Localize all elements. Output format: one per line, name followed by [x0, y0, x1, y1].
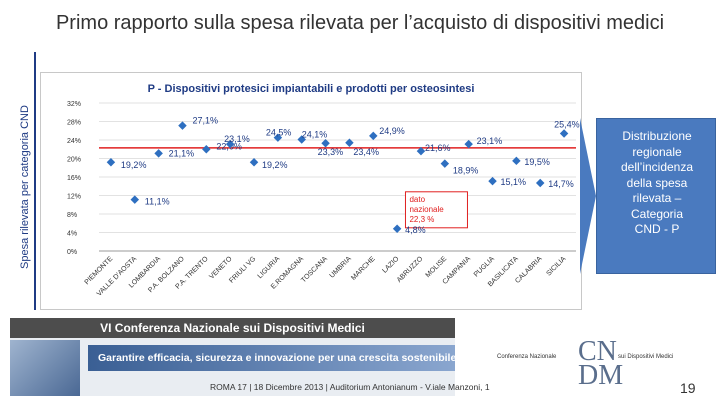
reference-label: 22,3 %	[409, 215, 434, 224]
reference-label: nazionale	[409, 205, 444, 214]
data-label: 25,4%	[554, 120, 580, 130]
y-tick-label: 28%	[67, 120, 81, 127]
banner-footer: ROMA 17 | 18 Dicembre 2013 | Auditorium …	[210, 382, 490, 392]
data-point	[321, 138, 330, 148]
y-tick-label: 4%	[67, 231, 77, 238]
callout-box: Distribuzione regionale dell’incidenza d…	[596, 118, 716, 274]
data-label: 27,1%	[192, 116, 218, 126]
data-label: 24,1%	[302, 130, 328, 140]
reference-label: dato	[409, 195, 425, 204]
callout-line: regionale	[632, 144, 682, 159]
x-tick-label: UMBRIA	[329, 255, 353, 279]
data-point	[178, 121, 187, 130]
callout-line: della spesa	[626, 175, 688, 190]
data-point	[130, 195, 140, 204]
reference-label-box	[404, 191, 468, 229]
data-point	[488, 176, 497, 186]
callout-line: Distribuzione	[622, 129, 692, 143]
x-tick-label: MOLISE	[425, 255, 449, 279]
x-tick-label: SICILIA	[545, 255, 567, 277]
data-label: 24,9%	[379, 126, 405, 136]
data-label: 18,9%	[453, 166, 479, 176]
data-points: 19,2%11,1%21,1%27,1%22,0%23,1%19,2%24,5%…	[106, 116, 580, 235]
data-point	[440, 159, 450, 168]
data-label: 23,3%	[318, 147, 344, 157]
data-point	[416, 146, 426, 156]
conference-banner: VI Conferenza Nazionale sui Dispositivi …	[10, 318, 490, 396]
callout-line: Categoria	[630, 206, 684, 221]
data-label: 19,5%	[524, 157, 550, 167]
page-number: 19	[680, 380, 696, 396]
data-point	[106, 157, 116, 167]
banner-title: VI Conferenza Nazionale sui Dispositivi …	[10, 318, 455, 338]
logo-bottom-letters: DM	[578, 360, 624, 391]
callout-text: Distribuzione regionale dell’incidenza d…	[597, 129, 717, 238]
data-point	[512, 156, 521, 166]
data-label: 11,1%	[145, 197, 170, 207]
data-label: 15,1%	[501, 177, 527, 187]
x-tick-label: TOSCANA	[300, 255, 329, 284]
callout-arrow	[580, 118, 596, 274]
data-point	[369, 131, 378, 141]
data-point	[559, 129, 569, 138]
data-label: 24,5%	[266, 128, 292, 138]
y-tick-label: 8%	[67, 212, 77, 219]
data-point	[154, 149, 163, 158]
data-point	[225, 139, 235, 149]
data-point	[202, 145, 211, 154]
y-tick-label: 24%	[67, 138, 81, 145]
banner-image	[10, 340, 80, 396]
logo-caption-right: sui Dispositivi Medici	[618, 354, 674, 360]
slide-title: Primo rapporto sulla spesa rilevata per …	[55, 12, 665, 34]
data-point	[392, 224, 402, 234]
data-label: 4,8%	[405, 225, 426, 235]
chart-svg: P - Dispositivi protesici impiantabili e…	[67, 83, 580, 298]
callout-line: CND - P	[634, 222, 680, 236]
data-label: 21,6%	[425, 143, 451, 153]
x-tick-label: MARCHE	[350, 255, 377, 282]
data-label: 19,2%	[121, 160, 147, 170]
x-tick-label: LIGURIA	[257, 255, 282, 280]
data-point	[535, 178, 545, 188]
cnd-logo: CN DM	[578, 336, 624, 391]
y-tick-label: 32%	[67, 101, 81, 108]
data-label: 21,1%	[169, 148, 195, 158]
logo-top-letters: CN	[578, 336, 617, 367]
data-label: 23,1%	[224, 134, 250, 144]
data-label: 14,7%	[548, 179, 574, 189]
x-tick-label: PUGLIA	[473, 255, 496, 278]
x-tick-label: LAZIO	[381, 255, 401, 275]
logo-caption-left: Conferenza Nazionale	[497, 354, 557, 360]
data-point	[249, 157, 259, 167]
data-point	[464, 139, 473, 149]
chart-title: P - Dispositivi protesici impiantabili e…	[148, 83, 475, 95]
y-tick-label: 12%	[67, 194, 81, 201]
data-label: 23,1%	[477, 136, 503, 146]
chart-grid	[99, 102, 576, 252]
callout-line: rilevata –	[632, 191, 682, 205]
data-label: 23,4%	[353, 147, 379, 157]
x-tick-label: ABRUZZO	[396, 255, 425, 284]
data-point	[297, 135, 306, 144]
callout-line: dell’incidenza	[620, 160, 694, 174]
data-point	[345, 138, 354, 148]
y-tick-label: 0%	[67, 249, 77, 256]
y-tick-label: 16%	[67, 175, 81, 182]
y-tick-label: 20%	[67, 157, 81, 164]
vertical-divider	[34, 52, 36, 310]
data-point	[273, 133, 283, 142]
chart-container: P - Dispositivi protesici impiantabili e…	[40, 72, 582, 310]
banner-tagline: Garantire efficacia, sicurezza e innovaz…	[88, 345, 456, 371]
data-label: 19,2%	[262, 160, 288, 170]
y-axis: 0% 4% 8% 12% 16% 20% 24% 28% 32%	[67, 101, 81, 256]
